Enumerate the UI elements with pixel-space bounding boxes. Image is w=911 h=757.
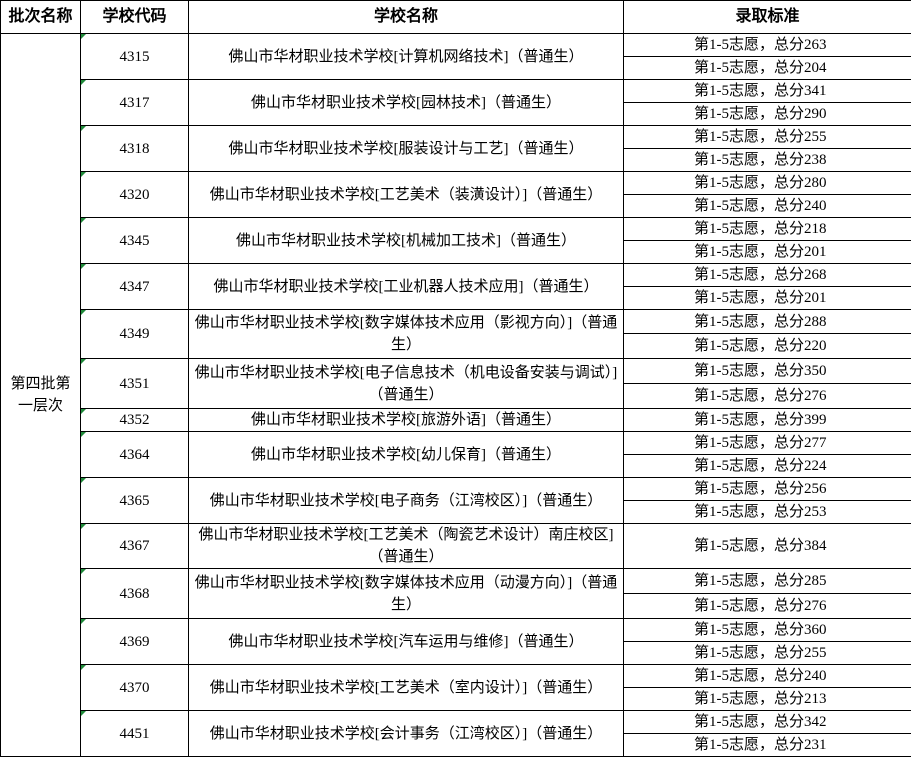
school-name: 佛山市华材职业技术学校[机械加工技术]（普通生）	[189, 218, 624, 264]
criteria: 第1-5志愿，总分238	[624, 149, 911, 172]
criteria: 第1-5志愿，总分201	[624, 241, 911, 264]
criteria: 第1-5志愿，总分288	[624, 310, 911, 334]
criteria: 第1-5志愿，总分263	[624, 34, 911, 57]
school-code: 4369	[81, 619, 189, 665]
school-code: 4352	[81, 409, 189, 432]
school-code: 4317	[81, 80, 189, 126]
criteria: 第1-5志愿，总分220	[624, 334, 911, 359]
criteria: 第1-5志愿，总分285	[624, 569, 911, 594]
criteria: 第1-5志愿，总分341	[624, 80, 911, 103]
school-name: 佛山市华材职业技术学校[数字媒体技术应用（影视方向）]（普通生）	[189, 310, 624, 359]
school-code: 4320	[81, 172, 189, 218]
criteria: 第1-5志愿，总分290	[624, 103, 911, 126]
school-name: 佛山市华材职业技术学校[工业机器人技术应用]（普通生）	[189, 264, 624, 310]
school-name: 佛山市华材职业技术学校[电子信息技术（机电设备安装与调试）]（普通生）	[189, 359, 624, 409]
school-name: 佛山市华材职业技术学校[服装设计与工艺]（普通生）	[189, 126, 624, 172]
criteria: 第1-5志愿，总分360	[624, 619, 911, 642]
criteria: 第1-5志愿，总分350	[624, 359, 911, 384]
school-name: 佛山市华材职业技术学校[旅游外语]（普通生）	[189, 409, 624, 432]
criteria: 第1-5志愿，总分253	[624, 501, 911, 524]
school-code: 4365	[81, 478, 189, 524]
criteria: 第1-5志愿，总分399	[624, 409, 911, 432]
criteria: 第1-5志愿，总分213	[624, 688, 911, 711]
criteria: 第1-5志愿，总分277	[624, 432, 911, 455]
school-name: 佛山市华材职业技术学校[幼儿保育]（普通生）	[189, 432, 624, 478]
criteria: 第1-5志愿，总分384	[624, 524, 911, 569]
batch-cell: 第四批第一层次	[1, 34, 81, 757]
school-code: 4315	[81, 34, 189, 80]
criteria: 第1-5志愿，总分276	[624, 384, 911, 409]
header-cell: 学校名称	[189, 1, 624, 34]
school-name: 佛山市华材职业技术学校[汽车运用与维修]（普通生）	[189, 619, 624, 665]
school-name: 佛山市华材职业技术学校[电子商务（江湾校区）]（普通生）	[189, 478, 624, 524]
criteria: 第1-5志愿，总分255	[624, 642, 911, 665]
school-name: 佛山市华材职业技术学校[计算机网络技术]（普通生）	[189, 34, 624, 80]
school-name: 佛山市华材职业技术学校[会计事务（江湾校区）]（普通生）	[189, 711, 624, 757]
header-row: 批次名称 学校代码 学校名称 录取标准	[1, 1, 911, 34]
criteria: 第1-5志愿，总分224	[624, 455, 911, 478]
criteria: 第1-5志愿，总分256	[624, 478, 911, 501]
criteria: 第1-5志愿，总分204	[624, 57, 911, 80]
school-code: 4364	[81, 432, 189, 478]
criteria: 第1-5志愿，总分255	[624, 126, 911, 149]
school-name: 佛山市华材职业技术学校[工艺美术（室内设计）]（普通生）	[189, 665, 624, 711]
criteria: 第1-5志愿，总分268	[624, 264, 911, 287]
header-cell: 学校代码	[81, 1, 189, 34]
school-code: 4451	[81, 711, 189, 757]
school-code: 4367	[81, 524, 189, 569]
header-cell: 录取标准	[624, 1, 911, 34]
school-code: 4347	[81, 264, 189, 310]
school-code: 4368	[81, 569, 189, 619]
school-name: 佛山市华材职业技术学校[数字媒体技术应用（动漫方向）]（普通生）	[189, 569, 624, 619]
criteria: 第1-5志愿，总分218	[624, 218, 911, 241]
criteria: 第1-5志愿，总分240	[624, 665, 911, 688]
school-name: 佛山市华材职业技术学校[工艺美术（装潢设计）]（普通生）	[189, 172, 624, 218]
school-code: 4345	[81, 218, 189, 264]
school-name: 佛山市华材职业技术学校[园林技术]（普通生）	[189, 80, 624, 126]
criteria: 第1-5志愿，总分276	[624, 594, 911, 619]
school-code: 4370	[81, 665, 189, 711]
school-code: 4318	[81, 126, 189, 172]
header-cell: 批次名称	[1, 1, 81, 34]
criteria: 第1-5志愿，总分201	[624, 287, 911, 310]
school-name: 佛山市华材职业技术学校[工艺美术（陶瓷艺术设计）南庄校区]（普通生）	[189, 524, 624, 569]
school-code: 4351	[81, 359, 189, 409]
criteria: 第1-5志愿，总分342	[624, 711, 911, 734]
criteria: 第1-5志愿，总分280	[624, 172, 911, 195]
school-code: 4349	[81, 310, 189, 359]
criteria: 第1-5志愿，总分240	[624, 195, 911, 218]
criteria: 第1-5志愿，总分231	[624, 734, 911, 757]
